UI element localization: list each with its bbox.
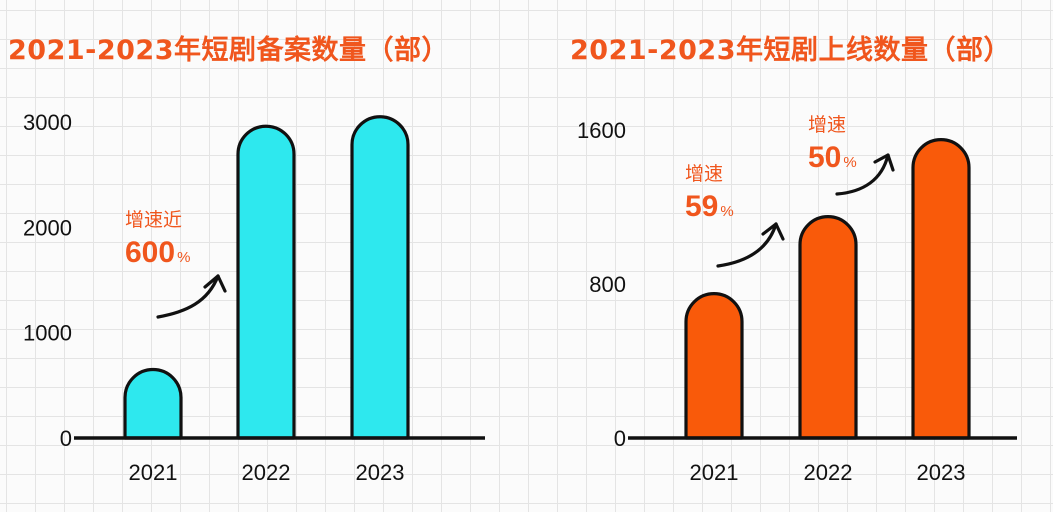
- arrow-shaft: [156, 274, 220, 319]
- bar: [798, 215, 858, 440]
- curved-arrow-icon: [156, 274, 227, 319]
- bar-chart-launches: 0 800 1600 2021 2022 2023 增速 59 % 增速 50%: [577, 114, 1017, 485]
- bar-chart-filings: 0 1000 2000 3000 2021 2022 2023 增速近 600%: [23, 110, 485, 485]
- y-tick-label: 1600: [577, 118, 626, 143]
- x-tick-label: 2021: [690, 460, 739, 485]
- x-tick-label: 2022: [804, 460, 853, 485]
- annotation-value: 50: [808, 141, 841, 174]
- annotation-unit: %: [720, 203, 733, 220]
- annotation-value: 59: [685, 190, 718, 223]
- annotation-label: 增速: [685, 163, 723, 185]
- y-tick-label: 2000: [23, 215, 72, 240]
- bar: [123, 367, 183, 440]
- annotation-value: 600: [125, 236, 175, 269]
- chart-title: 2021-2023年短剧上线数量（部）: [570, 35, 1011, 66]
- bar: [911, 138, 971, 440]
- y-tick-label: 3000: [23, 110, 72, 135]
- y-tick-label: 0: [614, 426, 626, 451]
- arrow-head: [203, 274, 227, 293]
- curved-arrow-icon: [835, 153, 895, 196]
- y-tick-label: 0: [60, 426, 72, 451]
- x-tick-label: 2022: [242, 460, 291, 485]
- annotation-unit: %: [843, 154, 856, 171]
- annotation-label: 增速: [808, 114, 846, 136]
- x-tick-label: 2021: [129, 460, 178, 485]
- curved-arrow-icon: [716, 222, 785, 268]
- annotation-label: 增速近: [125, 209, 182, 231]
- chart-title: 2021-2023年短剧备案数量（部）: [8, 35, 449, 66]
- chart-panel-right: 2021-2023年短剧上线数量（部） 0 800 1600 2021 2022 2023…: [530, 0, 1053, 512]
- bar: [350, 115, 410, 440]
- chart-panel-left: 2021-2023年短剧备案数量（部） 0 1000 2000 3000 2021 202…: [8, 35, 485, 485]
- bar: [684, 292, 744, 440]
- x-tick-label: 2023: [356, 460, 405, 485]
- arrow-shaft: [835, 153, 890, 196]
- y-tick-label: 1000: [23, 321, 72, 346]
- arrow-shaft: [716, 222, 778, 268]
- y-tick-label: 800: [589, 272, 626, 297]
- x-tick-label: 2023: [917, 460, 966, 485]
- arrow-head: [761, 222, 785, 241]
- arrow-head: [873, 153, 895, 172]
- bar: [236, 124, 296, 440]
- annotation-unit: %: [177, 249, 190, 266]
